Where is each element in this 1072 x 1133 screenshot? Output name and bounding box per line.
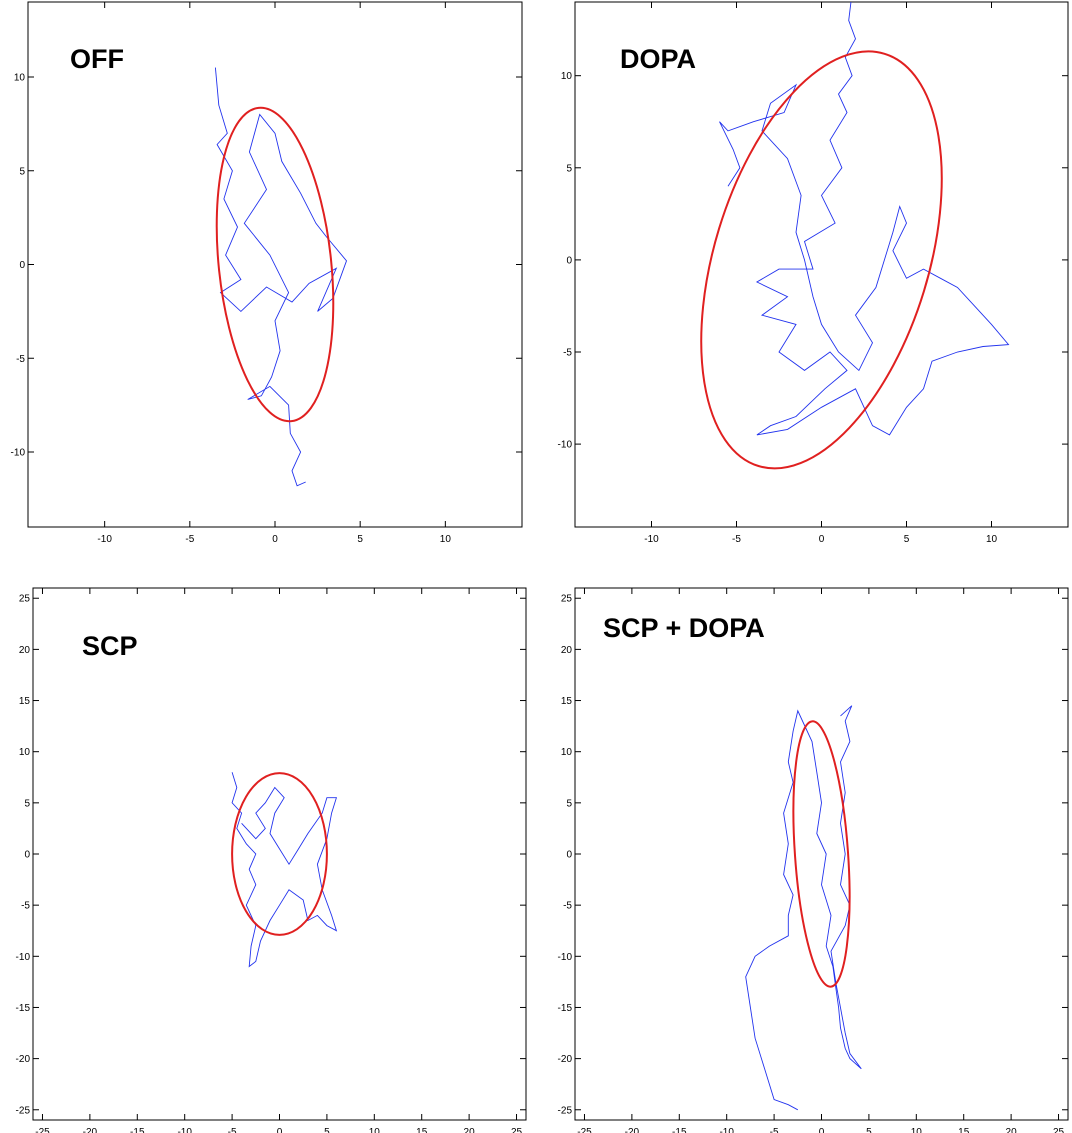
x-tick-label: -10 [644, 534, 659, 545]
panel-title-dopa: DOPA [620, 44, 696, 74]
confidence-ellipse [792, 720, 851, 988]
plot-frame [574, 587, 1069, 1121]
x-tick-label: 25 [511, 1127, 523, 1133]
y-tick-label: -5 [21, 901, 30, 912]
panel-off: -10 -5 0 5 10 -10 -5 0 5 10 OFF [11, 1, 523, 545]
x-tick-label: 15 [416, 1127, 428, 1133]
y-tick-label: -25 [16, 1105, 31, 1116]
confidence-ellipse [215, 106, 335, 423]
x-tick-label: 0 [272, 534, 278, 545]
x-tick-label: -5 [185, 534, 194, 545]
x-tick-label: 0 [277, 1127, 283, 1133]
confidence-ellipse [231, 772, 328, 936]
x-tick-label: -15 [672, 1127, 687, 1133]
x-tick-label: 10 [911, 1127, 923, 1133]
y-tick-label: -15 [558, 1003, 573, 1014]
x-tick-label: 0 [819, 534, 825, 545]
y-tick-label: -25 [558, 1105, 573, 1116]
x-tick-label: 5 [324, 1127, 330, 1133]
x-tick-label: 25 [1053, 1127, 1065, 1133]
panel-title-scp-dopa: SCP + DOPA [603, 613, 765, 643]
x-tick-label: -10 [719, 1127, 734, 1133]
x-tick-label: 10 [369, 1127, 381, 1133]
y-tick-label: 5 [19, 166, 25, 177]
y-tick-label: -10 [558, 952, 573, 963]
x-tick-label: 15 [958, 1127, 970, 1133]
x-tick-label: 5 [866, 1127, 872, 1133]
x-tick-label: -10 [177, 1127, 192, 1133]
x-tick-label: -5 [228, 1127, 237, 1133]
y-tick-label: 0 [566, 255, 572, 266]
y-tick-label: 10 [14, 73, 26, 84]
panel-dopa: -10 -5 0 5 10 -10 -5 0 5 10 DOPA [558, 1, 1069, 545]
sway-trace-line [719, 2, 1010, 436]
y-tick-label: 15 [19, 696, 31, 707]
x-tick-label: 5 [904, 534, 910, 545]
y-tick-label: -10 [558, 440, 573, 451]
x-tick-label: -20 [625, 1127, 640, 1133]
x-tick-label: -25 [577, 1127, 592, 1133]
y-tick-label: 25 [561, 594, 573, 605]
y-tick-label: 0 [566, 850, 572, 861]
x-tick-label: -10 [97, 534, 112, 545]
plot-frame [574, 1, 1069, 528]
x-tick-label: -5 [770, 1127, 779, 1133]
y-tick-label: 5 [566, 163, 572, 174]
sway-trace-line [214, 67, 348, 487]
y-tick-label: 20 [561, 645, 573, 656]
y-tick-label: -15 [16, 1003, 31, 1014]
sway-trace-line [745, 705, 862, 1111]
x-tick-label: -20 [83, 1127, 98, 1133]
x-tick-label: -5 [732, 534, 741, 545]
y-tick-label: 15 [561, 696, 573, 707]
y-tick-label: 10 [561, 71, 573, 82]
x-tick-label: -25 [35, 1127, 50, 1133]
panel-title-off: OFF [70, 44, 124, 74]
y-tick-label: -5 [563, 348, 572, 359]
y-tick-label: 0 [24, 850, 30, 861]
y-tick-label: 10 [19, 747, 31, 758]
x-tick-label: 10 [986, 534, 998, 545]
y-tick-label: -20 [558, 1054, 573, 1065]
y-tick-label: 25 [19, 594, 31, 605]
y-tick-label: -10 [16, 952, 31, 963]
sway-trace-line [231, 772, 338, 968]
panel-title-scp: SCP [82, 631, 138, 661]
confidence-ellipse [700, 50, 943, 470]
y-tick-label: -5 [16, 354, 25, 365]
y-tick-label: 10 [561, 747, 573, 758]
y-tick-label: 5 [566, 798, 572, 809]
y-tick-label: -10 [11, 448, 26, 459]
y-tick-label: 20 [19, 645, 31, 656]
x-tick-label: 5 [357, 534, 363, 545]
x-tick-label: 20 [1006, 1127, 1018, 1133]
x-tick-label: 20 [464, 1127, 476, 1133]
x-tick-label: 10 [440, 534, 452, 545]
y-tick-label: -20 [16, 1054, 31, 1065]
y-tick-label: -5 [563, 901, 572, 912]
y-tick-label: 0 [19, 260, 25, 271]
x-tick-label: -15 [130, 1127, 145, 1133]
x-tick-label: 0 [819, 1127, 825, 1133]
panel-scp-dopa: -25 -20 -15 -10 -5 0 5 10 15 20 25 -25 -20 -15 -10 -5 0 5… [558, 587, 1069, 1133]
y-tick-label: 5 [24, 798, 30, 809]
plot-frame [32, 587, 527, 1121]
panel-scp: -25 -20 -15 -10 -5 0 5 10 15 20 25 -25 -20 -15 -10 -5 0 5… [16, 587, 527, 1133]
